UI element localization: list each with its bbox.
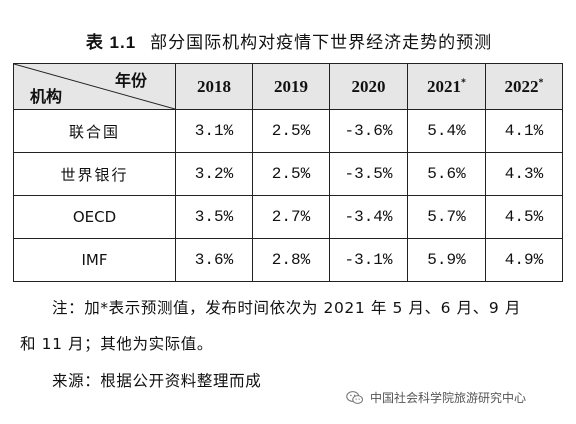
header-row: 年份 机构 2018 2019 2020 2021* 2022* [13,63,563,110]
corner-org-label: 机构 [30,87,63,106]
table-row: 联合国 3.1% 2.5% -3.6% 5.4% 4.1% [13,109,563,153]
source-note: 来源：根据公开资料整理而成 [52,372,262,390]
table-cell: -3.5% [329,152,408,196]
table-row: 世界银行 3.2% 2.5% -3.5% 5.6% 4.3% [13,152,563,196]
table-cell: 2.5% [252,109,330,153]
wechat-icon [346,390,364,404]
table-cell: 2.5% [252,152,330,196]
table-id: 表 1.1 [85,33,137,52]
corner-header: 年份 机构 [13,63,176,110]
table-cell: 5.7% [407,195,486,239]
watermark: 中国社会科学院旅游研究中心 [346,389,526,406]
table-cell: 3.6% [175,238,253,282]
table-title: 部分国际机构对疫情下世界经济走势的预测 [150,33,493,53]
col-header: 2022* [485,63,563,110]
table-row: IMF 3.6% 2.8% -3.1% 5.9% 4.9% [13,238,563,282]
col-header: 2019 [252,63,330,110]
table-cell: -3.1% [329,238,408,282]
table-cell: 3.2% [175,152,253,196]
watermark-text: 中国社会科学院旅游研究中心 [370,391,527,405]
table-cell: -3.4% [329,195,408,239]
table-cell: 4.1% [485,109,563,153]
table-cell: 5.6% [407,152,486,196]
row-label: 世界银行 [13,152,176,196]
table-cell: 5.4% [407,109,486,153]
table-cell: 4.5% [485,195,563,239]
table-row: OECD 3.5% 2.7% -3.4% 5.7% 4.5% [13,195,563,239]
col-header: 2018 [175,63,253,110]
table-cell: 3.5% [175,195,253,239]
corner-year-label: 年份 [114,71,147,90]
col-header: 2021* [407,63,486,110]
row-label: IMF [13,238,176,282]
table-cell: 2.8% [252,238,330,282]
table-cell: 5.9% [407,238,486,282]
table-caption: 表 1.1 部分国际机构对疫情下世界经济走势的预测 [0,28,576,53]
forecast-table: 年份 机构 2018 2019 2020 2021* 2022* 联合国 3.1… [13,63,563,282]
row-label: OECD [13,195,176,239]
col-header: 2020 [329,63,408,110]
table-cell: 2.7% [252,195,330,239]
table-cell: 4.9% [485,238,563,282]
table-cell: 4.3% [485,152,563,196]
diagonal-divider [14,64,175,109]
footnote-line-1: 注：加*表示预测值，发布时间依次为 2021 年 5 月、6 月、9 月 [52,299,521,317]
table-cell: 3.1% [175,109,253,153]
table-cell: -3.6% [329,109,408,153]
footnote-line-2: 和 11 月；其他为实际值。 [20,335,213,353]
row-label: 联合国 [13,109,176,153]
